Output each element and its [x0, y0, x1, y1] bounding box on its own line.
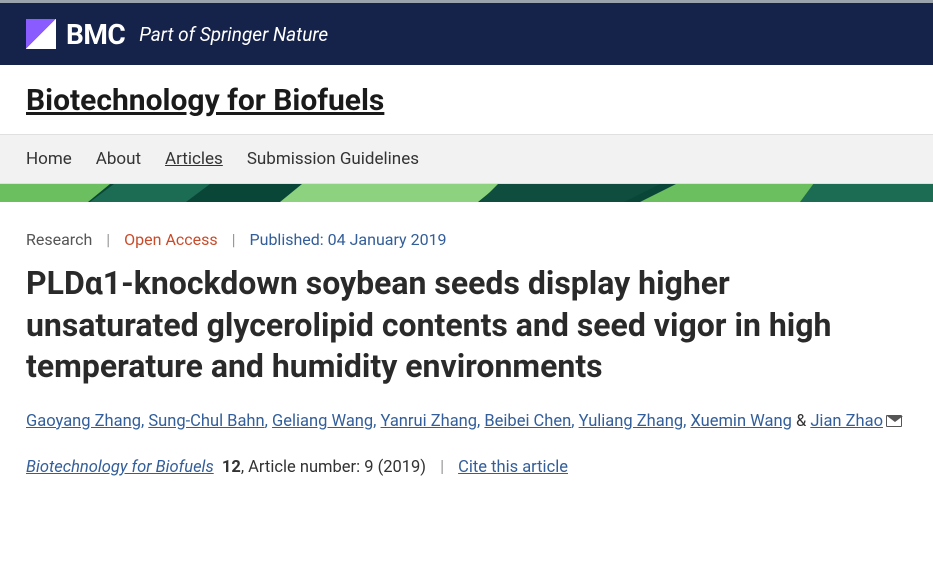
brand-tagline: Part of Springer Nature: [139, 23, 328, 46]
article-type: Research: [26, 230, 92, 249]
author-link[interactable]: Yanrui Zhang: [381, 412, 478, 431]
citation-article-number: , Article number: 9 (2019): [241, 458, 426, 477]
meta-separator: |: [440, 458, 444, 477]
author-link[interactable]: Yuliang Zhang: [579, 412, 684, 431]
meta-separator: |: [232, 230, 236, 249]
mail-icon[interactable]: [886, 415, 902, 427]
citation-row: Biotechnology for Biofuels 12, Article n…: [26, 458, 907, 477]
meta-separator: |: [106, 230, 110, 249]
author-link[interactable]: Beibei Chen: [484, 412, 571, 431]
citation-volume: 12: [222, 458, 241, 477]
article-meta: Research | Open Access | Published: 04 J…: [26, 230, 907, 249]
bmc-logo-icon: [26, 19, 56, 49]
journal-bar: Biotechnology for Biofuels: [0, 65, 933, 134]
decorative-banner: [0, 184, 933, 202]
main-nav: Home About Articles Submission Guideline…: [0, 134, 933, 184]
author-link[interactable]: Sung-Chul Bahn: [148, 412, 264, 431]
nav-home[interactable]: Home: [26, 149, 72, 169]
bmc-logo[interactable]: BMC: [26, 18, 125, 51]
published-date: Published: 04 January 2019: [250, 230, 447, 249]
authors-list: Gaoyang Zhang, Sung-Chul Bahn, Geliang W…: [26, 408, 907, 436]
brand-header: BMC Part of Springer Nature: [0, 3, 933, 65]
cite-article-link[interactable]: Cite this article: [458, 458, 568, 477]
citation-journal-link[interactable]: Biotechnology for Biofuels: [26, 458, 214, 477]
journal-title-link[interactable]: Biotechnology for Biofuels: [26, 83, 384, 118]
brand-name: BMC: [66, 18, 125, 51]
author-link[interactable]: Gaoyang Zhang: [26, 412, 141, 431]
article-title: PLDα1-knockdown soybean seeds display hi…: [26, 263, 907, 388]
nav-about[interactable]: About: [96, 149, 141, 169]
nav-articles[interactable]: Articles: [165, 149, 223, 169]
nav-submission-guidelines[interactable]: Submission Guidelines: [247, 149, 419, 169]
author-link[interactable]: Xuemin Wang: [690, 412, 791, 431]
author-link-corresponding[interactable]: Jian Zhao: [810, 412, 883, 431]
author-link[interactable]: Geliang Wang: [272, 412, 373, 431]
article-content: Research | Open Access | Published: 04 J…: [0, 202, 933, 477]
citation-text: Biotechnology for Biofuels 12, Article n…: [26, 458, 426, 477]
open-access-badge: Open Access: [124, 230, 217, 249]
ampersand: &: [796, 412, 806, 431]
